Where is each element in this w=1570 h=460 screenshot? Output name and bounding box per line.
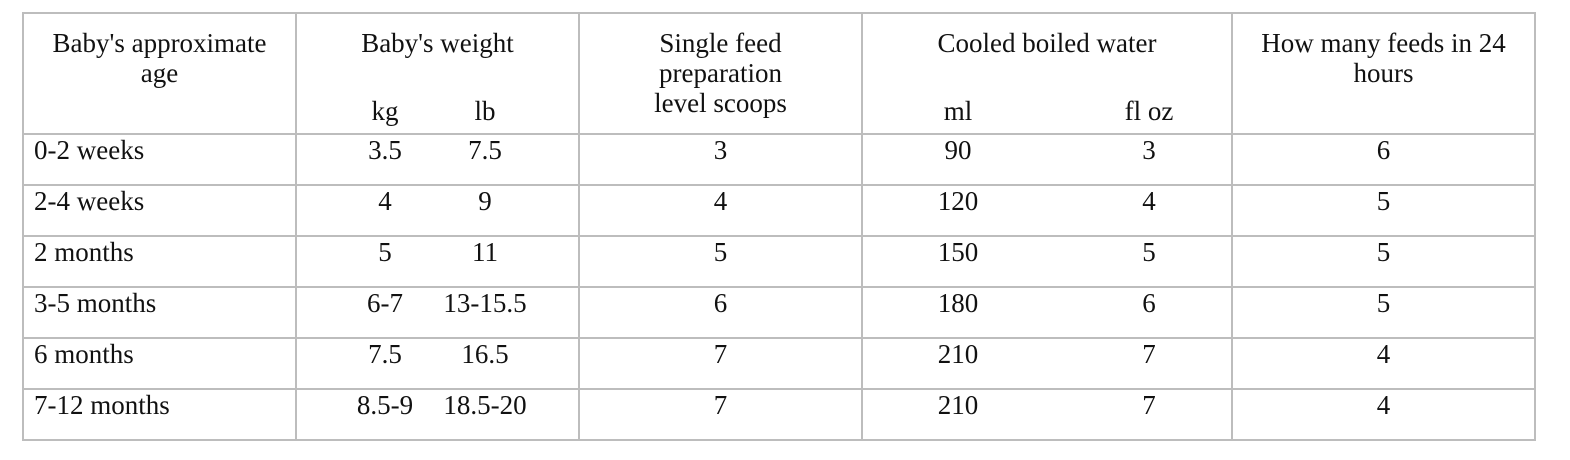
- weight-cell: 7.5 16.5: [295, 337, 580, 390]
- weight-pair: 3.5 7.5: [297, 135, 578, 165]
- weight-kg-value: 4: [378, 186, 392, 216]
- weight-lb-value: 18.5-20: [443, 390, 527, 420]
- scoops-cell: 6: [578, 286, 863, 339]
- water-pair: 150 5: [863, 237, 1231, 267]
- header-cell-age: Baby's approximate age: [22, 12, 297, 135]
- weight-pair: 6-7 13-15.5: [297, 288, 578, 318]
- table-row: 2-4 weeks 4 9 4 120 4 5: [22, 184, 1536, 237]
- table-row: 0-2 weeks 3.5 7.5 3 90 3 6: [22, 133, 1536, 186]
- water-cell: 120 4: [861, 184, 1233, 237]
- water-floz-value: 4: [1142, 186, 1156, 216]
- feeds-cell: 5: [1231, 286, 1536, 339]
- age-cell: 3-5 months: [22, 286, 297, 339]
- water-cell: 210 7: [861, 388, 1233, 441]
- weight-lb-value: 11: [472, 237, 498, 267]
- scoops-cell: 5: [578, 235, 863, 288]
- water-ml-value: 120: [937, 186, 979, 216]
- header-water-ml-label: ml: [943, 96, 973, 126]
- weight-pair: 5 11: [297, 237, 578, 267]
- age-cell: 2-4 weeks: [22, 184, 297, 237]
- weight-kg-value: 8.5-9: [356, 390, 414, 420]
- scoops-cell: 7: [578, 337, 863, 390]
- age-cell: 6 months: [22, 337, 297, 390]
- water-ml-value: 180: [937, 288, 979, 318]
- weight-pair: 7.5 16.5: [297, 339, 578, 369]
- water-pair: 180 6: [863, 288, 1231, 318]
- weight-lb-value: 13-15.5: [443, 288, 527, 318]
- age-cell: 0-2 weeks: [22, 133, 297, 186]
- weight-kg-value: 7.5: [368, 339, 402, 369]
- weight-kg-value: 5: [378, 237, 392, 267]
- weight-lb-value: 9: [478, 186, 492, 216]
- water-floz-value: 6: [1142, 288, 1156, 318]
- weight-pair: 8.5-9 18.5-20: [297, 390, 578, 420]
- header-water-floz-label: fl oz: [1124, 96, 1174, 126]
- table-row: 2 months 5 11 5 150 5 5: [22, 235, 1536, 288]
- table-row: 7-12 months 8.5-9 18.5-20 7 210 7 4: [22, 388, 1536, 441]
- water-cell: 210 7: [861, 337, 1233, 390]
- header-cell-weight: Baby's weight kg lb: [295, 12, 580, 135]
- water-cell: 150 5: [861, 235, 1233, 288]
- water-floz-value: 5: [1142, 237, 1156, 267]
- header-weight-kg-label: kg: [371, 96, 399, 126]
- water-cell: 90 3: [861, 133, 1233, 186]
- feeds-cell: 4: [1231, 388, 1536, 441]
- feeds-cell: 5: [1231, 235, 1536, 288]
- water-ml-value: 210: [937, 390, 979, 420]
- feeding-guide-table: Baby's approximate age Baby's weight kg …: [22, 12, 1536, 441]
- header-scoops-label: Single feed preparation level scoops: [654, 28, 787, 118]
- weight-cell: 3.5 7.5: [295, 133, 580, 186]
- header-cell-water: Cooled boiled water ml fl oz: [861, 12, 1233, 135]
- scoops-cell: 3: [578, 133, 863, 186]
- age-cell: 7-12 months: [22, 388, 297, 441]
- weight-cell: 5 11: [295, 235, 580, 288]
- water-cell: 180 6: [861, 286, 1233, 339]
- water-pair: 120 4: [863, 186, 1231, 216]
- water-pair: 210 7: [863, 339, 1231, 369]
- header-age-label: Baby's approximate age: [52, 28, 267, 88]
- water-floz-value: 3: [1142, 135, 1156, 165]
- water-ml-value: 90: [944, 135, 972, 165]
- header-row: Baby's approximate age Baby's weight kg …: [22, 12, 1536, 135]
- age-cell: 2 months: [22, 235, 297, 288]
- weight-cell: 6-7 13-15.5: [295, 286, 580, 339]
- weight-lb-value: 7.5: [468, 135, 502, 165]
- water-pair: 90 3: [863, 135, 1231, 165]
- water-floz-value: 7: [1142, 339, 1156, 369]
- table-row: 3-5 months 6-7 13-15.5 6 180 6 5: [22, 286, 1536, 339]
- feeds-cell: 6: [1231, 133, 1536, 186]
- water-ml-value: 210: [937, 339, 979, 369]
- header-water-label: Cooled boiled water: [937, 28, 1157, 58]
- header-feeds-label: How many feeds in 24 hours: [1261, 28, 1506, 88]
- scoops-cell: 4: [578, 184, 863, 237]
- water-ml-value: 150: [937, 237, 979, 267]
- scoops-cell: 7: [578, 388, 863, 441]
- header-weight-label: Baby's weight: [361, 28, 514, 58]
- header-cell-scoops: Single feed preparation level scoops: [578, 12, 863, 135]
- table-row: 6 months 7.5 16.5 7 210 7 4: [22, 337, 1536, 390]
- feeds-cell: 5: [1231, 184, 1536, 237]
- weight-kg-value: 3.5: [368, 135, 402, 165]
- header-cell-feeds: How many feeds in 24 hours: [1231, 12, 1536, 135]
- feeds-cell: 4: [1231, 337, 1536, 390]
- weight-kg-value: 6-7: [367, 288, 403, 318]
- water-floz-value: 7: [1142, 390, 1156, 420]
- weight-lb-value: 16.5: [461, 339, 509, 369]
- header-weight-lb-label: lb: [474, 96, 496, 126]
- water-pair: 210 7: [863, 390, 1231, 420]
- weight-cell: 8.5-9 18.5-20: [295, 388, 580, 441]
